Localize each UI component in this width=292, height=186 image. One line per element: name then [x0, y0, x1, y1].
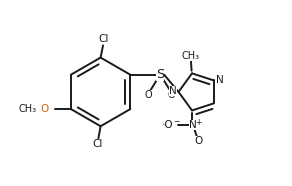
- Text: N: N: [189, 120, 197, 130]
- Text: Cl: Cl: [93, 139, 103, 149]
- Text: O: O: [168, 90, 175, 100]
- Text: S: S: [156, 68, 164, 81]
- Text: ·O: ·O: [161, 120, 173, 130]
- Text: O: O: [41, 104, 49, 114]
- Text: O: O: [194, 136, 203, 146]
- Text: N: N: [216, 75, 224, 85]
- Text: +: +: [195, 118, 201, 127]
- Text: N: N: [169, 86, 177, 97]
- Text: CH₃: CH₃: [19, 104, 37, 114]
- Text: CH₃: CH₃: [181, 51, 199, 61]
- Text: Cl: Cl: [98, 34, 109, 44]
- Text: O: O: [145, 90, 152, 100]
- Text: −: −: [173, 117, 180, 126]
